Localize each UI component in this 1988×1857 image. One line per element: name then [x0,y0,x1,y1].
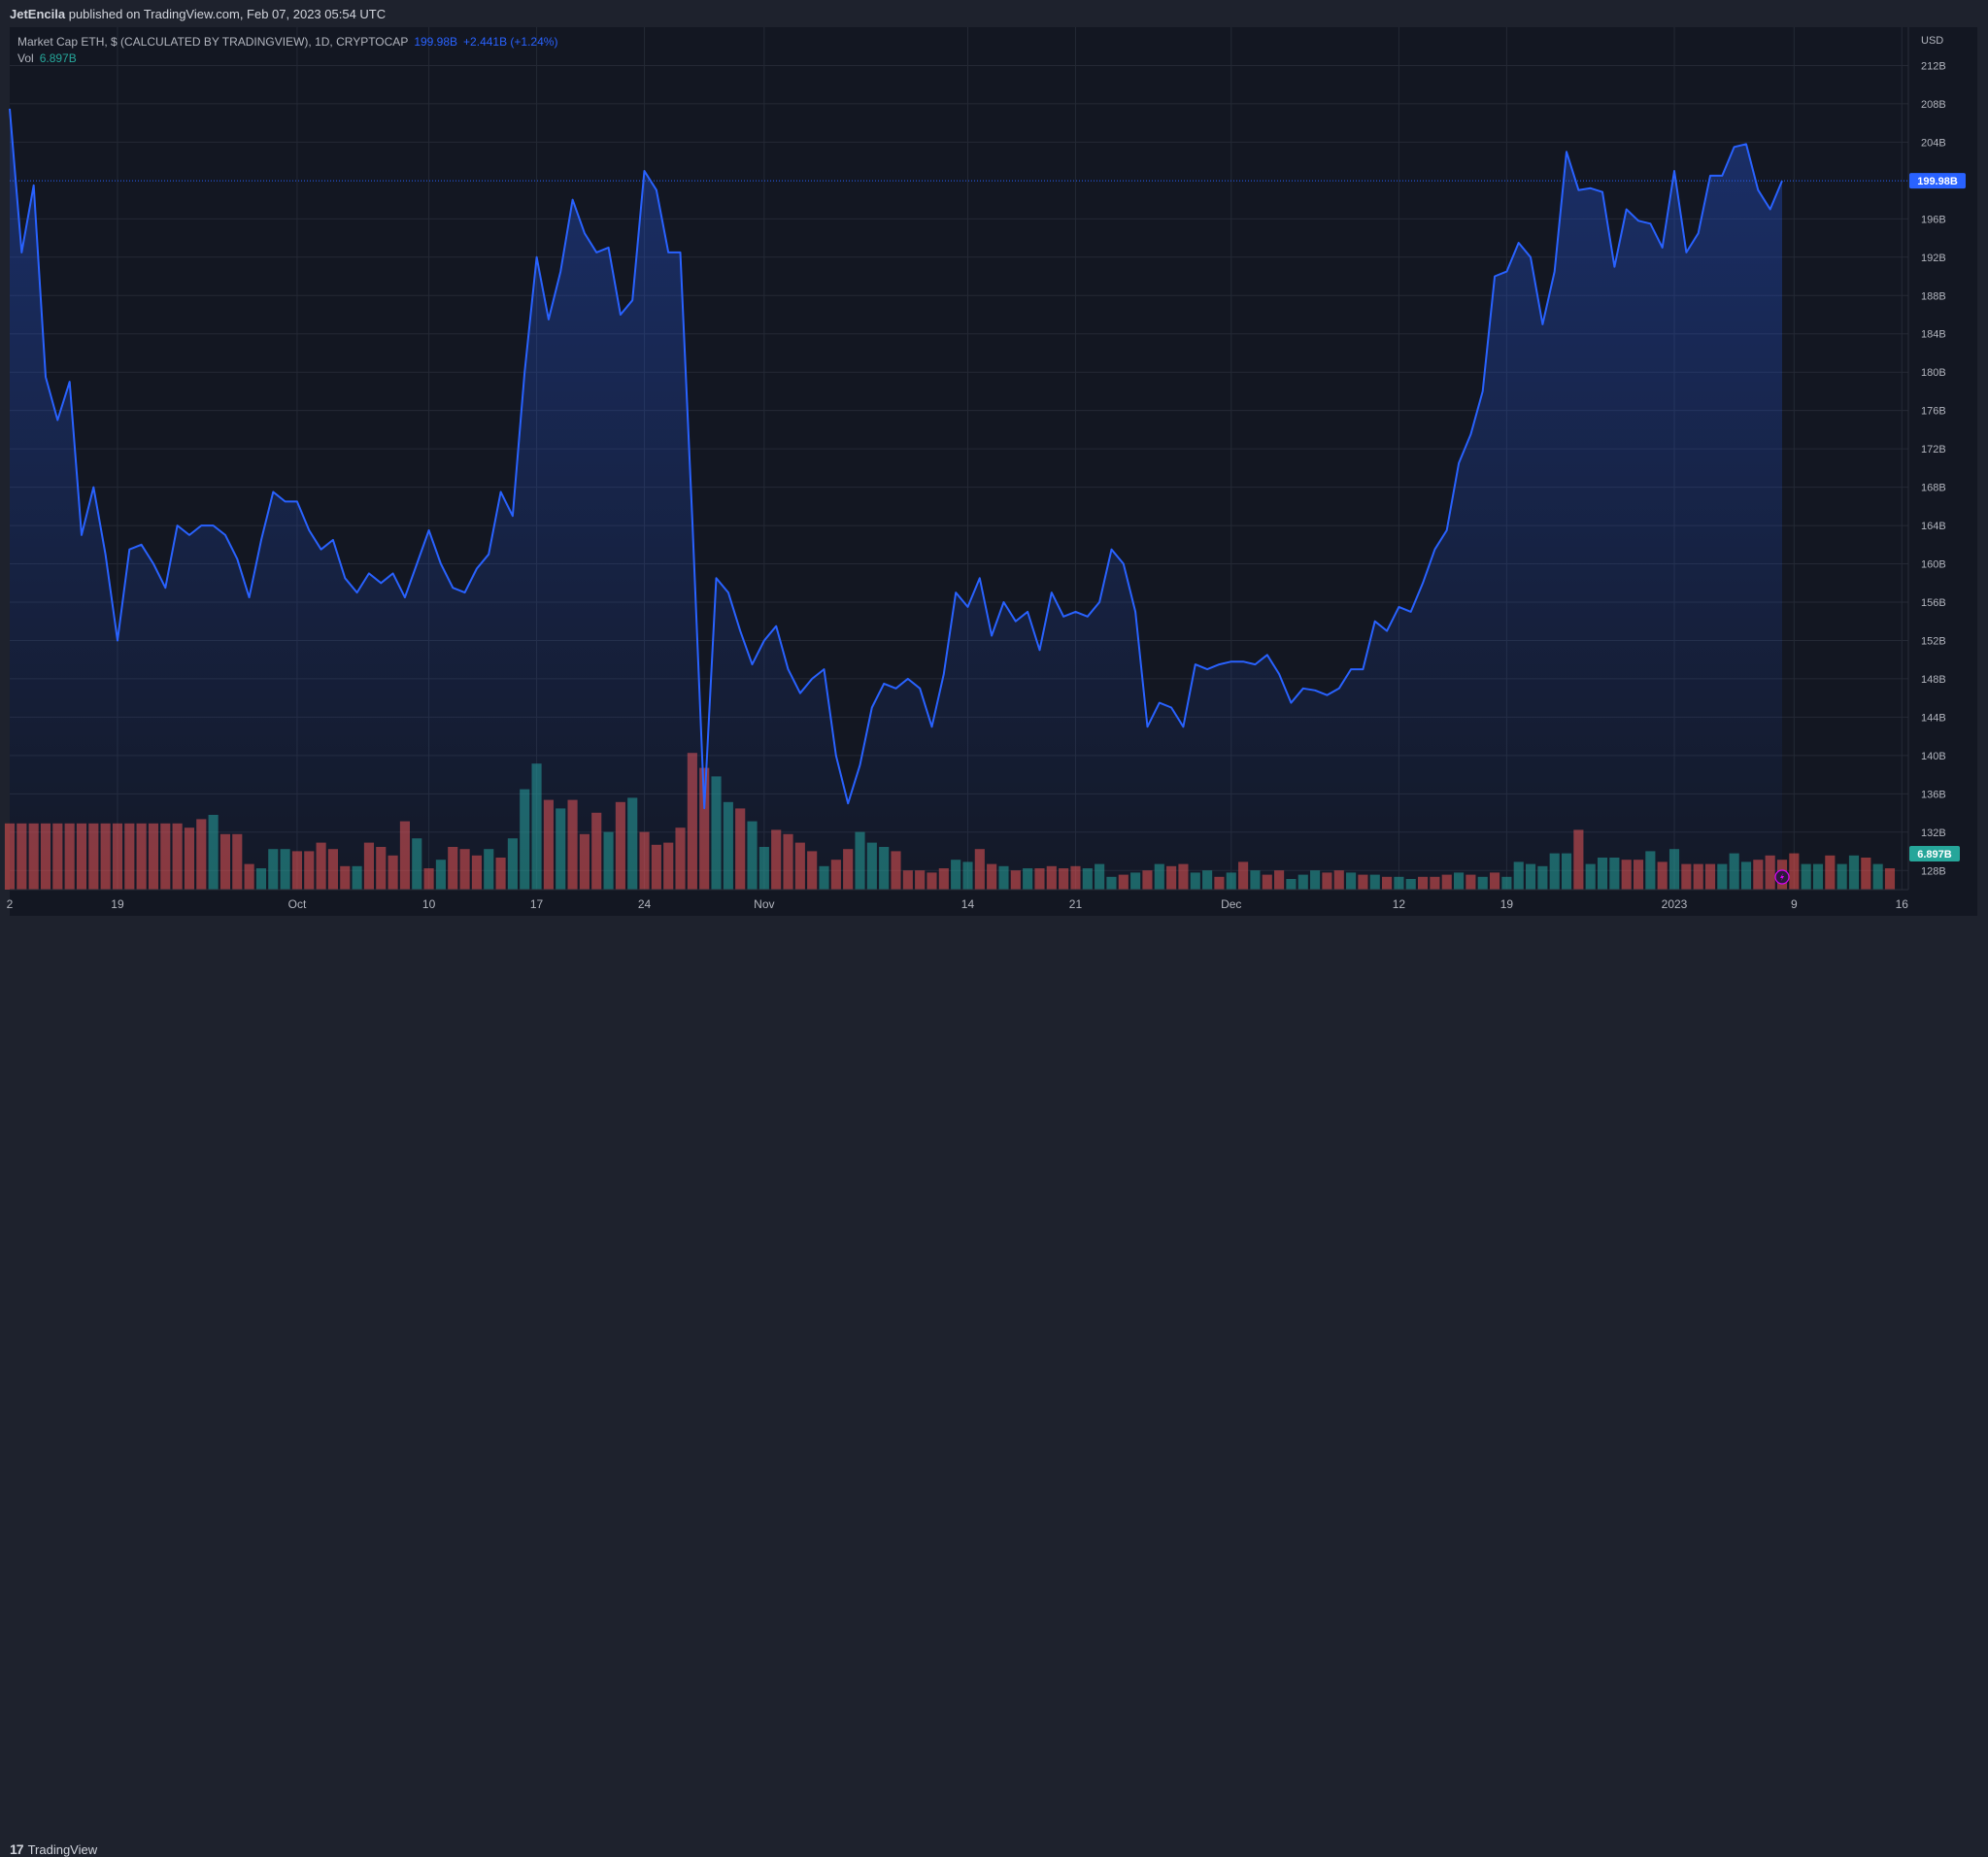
lightning-glyph [1780,873,1784,881]
legend-vol-label[interactable]: Vol [17,51,34,65]
legend-price: 199.98B [414,35,458,49]
y-tick-label: 192B [1921,253,1946,264]
legend-change: +2.441B (+1.24%) [463,35,558,49]
last-price-badge [1909,173,1966,189]
price-chart[interactable]: 128B 132B 136B 140B 144B 148B 152B 156B 160B 164B… [0,0,1988,951]
price-line[interactable] [9,108,1783,810]
volume-bar[interactable] [1789,853,1800,890]
volume-bar[interactable] [1861,858,1871,890]
x-tick-label: 19 [111,897,124,911]
volume-bar[interactable] [1812,863,1824,890]
last-volume-badge-label: 6.897B [1917,849,1952,861]
x-tick-label: 19 [1500,897,1514,911]
x-tick-label: 12 [1393,897,1406,911]
x-tick-label: Oct [288,897,307,911]
legend-row-main: Market Cap ETH, $ (CALCULATED BY TRADING… [17,34,557,51]
last-volume-badge [1909,846,1960,861]
y-tick-label: 176B [1921,406,1946,418]
y-tick-label: 148B [1921,674,1946,686]
publisher-bar: JetEncila published on TradingView.com, … [0,0,1988,27]
y-tick-label: 212B [1921,60,1946,72]
y-tick-label: 128B [1921,865,1946,877]
y-tick-label: 184B [1921,329,1946,341]
brand-name: TradingView [27,1842,98,1857]
volume-bar[interactable] [1836,863,1847,890]
y-tick-label: 180B [1921,367,1946,379]
y-tick-label: 160B [1921,559,1946,571]
publisher-text: JetEncila published on TradingView.com, … [10,7,386,21]
y-tick-label: 132B [1921,827,1946,839]
volume-bar[interactable] [1825,855,1836,890]
y-tick-label: 152B [1921,635,1946,647]
x-tick-label: 2 [7,897,14,911]
y-tick-label: 204B [1921,137,1946,149]
published-info: published on TradingView.com, Feb 07, 20… [68,7,387,21]
y-tick-label: 164B [1921,521,1946,532]
x-tick-label: 21 [1069,897,1083,911]
volume-bar[interactable] [1801,863,1811,890]
volume-bar[interactable] [1848,855,1860,890]
y-tick-label: 208B [1921,99,1946,111]
x-tick-label: 14 [961,897,975,911]
footer-bar: 17 TradingView [0,916,1988,1857]
x-tick-label: 17 [530,897,544,911]
y-tick-label: 144B [1921,712,1946,724]
y-tick-label: 196B [1921,214,1946,225]
volume-bar[interactable] [1884,868,1896,890]
x-tick-label: Dec [1221,897,1241,911]
tradingview-logo-icon: 17 [10,1841,24,1857]
x-tick-label: 10 [422,897,436,911]
x-tick-label: 24 [638,897,652,911]
y-tick-label: 172B [1921,444,1946,456]
author-name[interactable]: JetEncila [10,7,66,21]
currency-label[interactable]: USD [1921,35,1943,47]
y-tick-label: 136B [1921,789,1946,800]
last-price-badge-label: 199.98B [1917,176,1958,187]
y-tick-label: 140B [1921,751,1946,762]
legend-row-volume: Vol 6.897B [17,51,557,67]
y-tick-label: 168B [1921,483,1946,494]
x-tick-label: 9 [1791,897,1798,911]
legend-symbol[interactable]: Market Cap ETH, $ (CALCULATED BY TRADING… [17,35,409,49]
x-tick-label: Nov [754,897,774,911]
chart-legend: Market Cap ETH, $ (CALCULATED BY TRADING… [17,34,557,67]
legend-vol-value: 6.897B [39,51,77,65]
y-tick-label: 156B [1921,597,1946,609]
price-area [10,108,1782,890]
x-tick-label: 16 [1896,897,1909,911]
volume-bar[interactable] [1872,863,1883,890]
y-tick-label: 188B [1921,290,1946,302]
x-tick-label: 2023 [1662,897,1688,911]
tradingview-logo[interactable]: 17 TradingView [10,1841,97,1857]
